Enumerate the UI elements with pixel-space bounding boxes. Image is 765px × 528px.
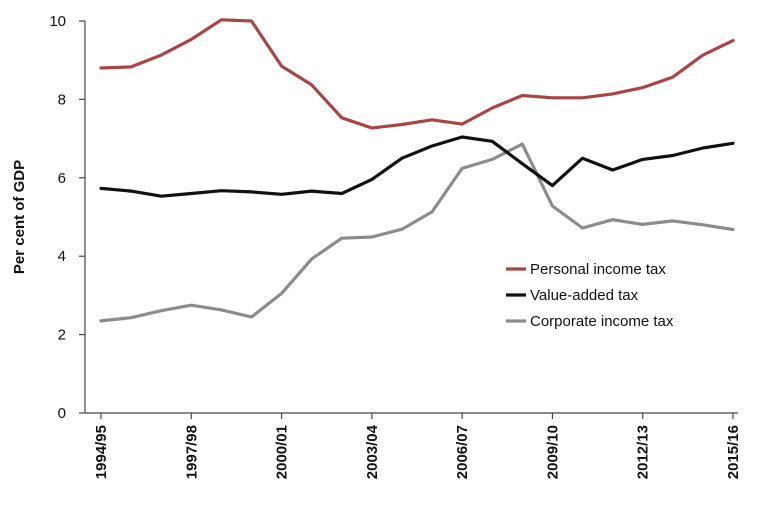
x-tick-label: 2012/13 [635,425,652,479]
x-tick-label: 2000/01 [274,425,291,479]
y-tick-label: 8 [58,91,66,108]
x-tick-label: 2006/07 [454,425,471,479]
y-tick-label: 10 [49,13,66,30]
legend-label: Value-added tax [530,287,639,304]
y-tick-label: 4 [58,248,66,265]
x-tick-label: 2009/10 [544,425,561,479]
series-line-value-added-tax [99,135,735,198]
y-tick-label: 2 [58,327,66,344]
y-axis-title: Per cent of GDP [11,160,28,274]
legend-label: Corporate income tax [530,313,674,330]
x-tick-label: 2015/16 [725,425,742,479]
legend-label: Personal income tax [530,261,666,278]
x-tick-label: 2003/04 [364,424,381,479]
series-line-personal-income-tax [99,18,735,130]
y-tick-label: 6 [58,170,66,187]
x-tick-label: 1994/95 [93,425,110,479]
y-tick-label: 0 [58,405,66,422]
series-line-corporate-income-tax [99,142,735,323]
x-tick-label: 1997/98 [183,425,200,479]
